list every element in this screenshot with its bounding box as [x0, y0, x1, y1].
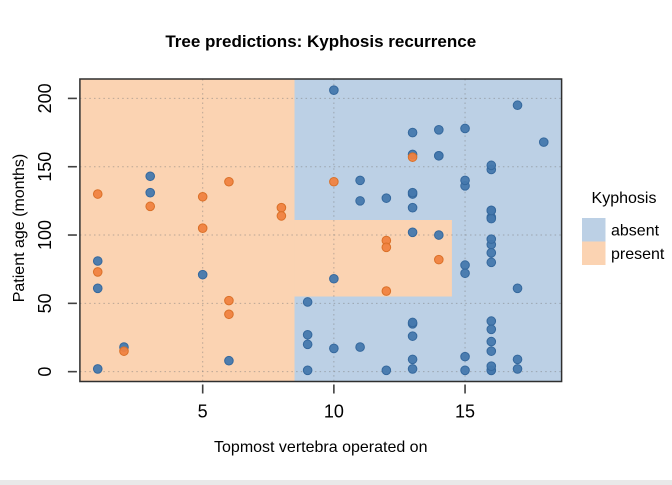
y-axis-label: Patient age (months): [11, 154, 28, 303]
data-point-absent: [145, 171, 156, 182]
data-point-absent: [512, 100, 523, 111]
data-point-present: [407, 152, 418, 162]
data-point-absent: [512, 283, 523, 294]
x-tick-label-10: 10: [324, 402, 344, 422]
data-point-absent: [486, 361, 497, 371]
data-point-absent: [460, 365, 470, 376]
data-point-absent: [407, 127, 418, 138]
legend-label-absent: absent: [611, 223, 660, 240]
data-points: [92, 85, 549, 376]
data-point-absent: [407, 317, 418, 328]
data-point-present: [197, 191, 208, 202]
data-point-absent: [302, 297, 313, 307]
data-point-absent: [460, 260, 470, 270]
data-point-absent: [486, 234, 497, 244]
data-point-absent: [302, 365, 313, 376]
data-point-absent: [460, 123, 470, 134]
data-point-present: [224, 295, 234, 306]
decision-region-present: [79, 79, 295, 382]
data-point-absent: [355, 342, 365, 352]
decision-region-present: [294, 220, 452, 297]
data-point-absent: [486, 257, 497, 268]
data-point-absent: [381, 365, 392, 376]
data-point-absent: [329, 273, 339, 284]
data-point-absent: [329, 85, 339, 96]
data-point-present: [381, 286, 392, 296]
data-point-absent: [486, 316, 497, 326]
data-point-absent: [486, 160, 497, 171]
data-point-absent: [224, 355, 234, 366]
data-point-absent: [512, 364, 523, 374]
data-point-absent: [329, 343, 339, 354]
data-point-absent: [486, 346, 497, 356]
y-tick-label-0: 0: [35, 367, 55, 377]
data-point-absent: [407, 187, 418, 198]
legend-title: Kyphosis: [592, 190, 657, 207]
y-tick-label-100: 100: [35, 220, 55, 250]
data-point-absent: [407, 364, 418, 374]
data-point-absent: [460, 351, 470, 362]
data-point-present: [92, 189, 103, 199]
data-point-absent: [302, 339, 313, 350]
data-point-absent: [407, 354, 418, 365]
data-point-present: [276, 202, 287, 213]
data-point-absent: [434, 230, 444, 240]
y-tick-label-150: 150: [35, 152, 55, 182]
x-tick-label-15: 15: [455, 402, 475, 422]
data-point-absent: [355, 196, 365, 206]
data-point-present: [119, 346, 129, 356]
data-point-absent: [145, 187, 156, 198]
legend: Kyphosis absent present: [582, 190, 665, 265]
panel-border: [79, 78, 563, 383]
data-point-present: [381, 242, 392, 253]
data-point-absent: [434, 150, 444, 161]
data-point-absent: [486, 213, 497, 224]
data-point-absent: [460, 268, 470, 279]
data-point-absent: [486, 205, 497, 216]
data-point-present: [145, 201, 156, 212]
axis-ticks: [67, 97, 466, 394]
data-point-present: [197, 223, 208, 234]
legend-swatch-present: [582, 241, 606, 265]
data-point-absent: [92, 364, 103, 374]
data-point-present: [329, 176, 339, 187]
data-point-absent: [434, 125, 444, 135]
data-point-absent: [486, 324, 497, 335]
data-point-absent: [302, 329, 313, 340]
data-point-absent: [512, 354, 523, 365]
data-point-absent: [92, 283, 103, 294]
legend-swatch-absent: [582, 218, 606, 242]
data-point-present: [434, 254, 444, 265]
data-point-absent: [460, 175, 470, 186]
x-tick-label-5: 5: [198, 402, 208, 422]
data-point-present: [224, 309, 234, 320]
data-point-present: [224, 176, 234, 187]
decision-regions: [79, 79, 562, 382]
legend-label-present: present: [611, 246, 665, 263]
data-point-absent: [355, 175, 365, 186]
data-point-absent: [407, 331, 418, 341]
y-tick-label-200: 200: [35, 83, 55, 113]
data-point-absent: [92, 256, 103, 266]
data-point-present: [92, 267, 103, 277]
data-point-absent: [197, 269, 208, 280]
data-point-absent: [538, 137, 549, 147]
chart-title: Tree predictions: Kyphosis recurrence: [165, 32, 476, 51]
y-tick-label-50: 50: [35, 293, 55, 313]
data-point-absent: [486, 336, 497, 347]
data-point-present: [276, 211, 287, 221]
data-point-absent: [407, 202, 418, 213]
data-point-absent: [381, 193, 392, 203]
x-axis-label: Topmost vertebra operated on: [214, 439, 427, 456]
data-point-absent: [486, 247, 497, 258]
data-point-absent: [407, 227, 418, 238]
